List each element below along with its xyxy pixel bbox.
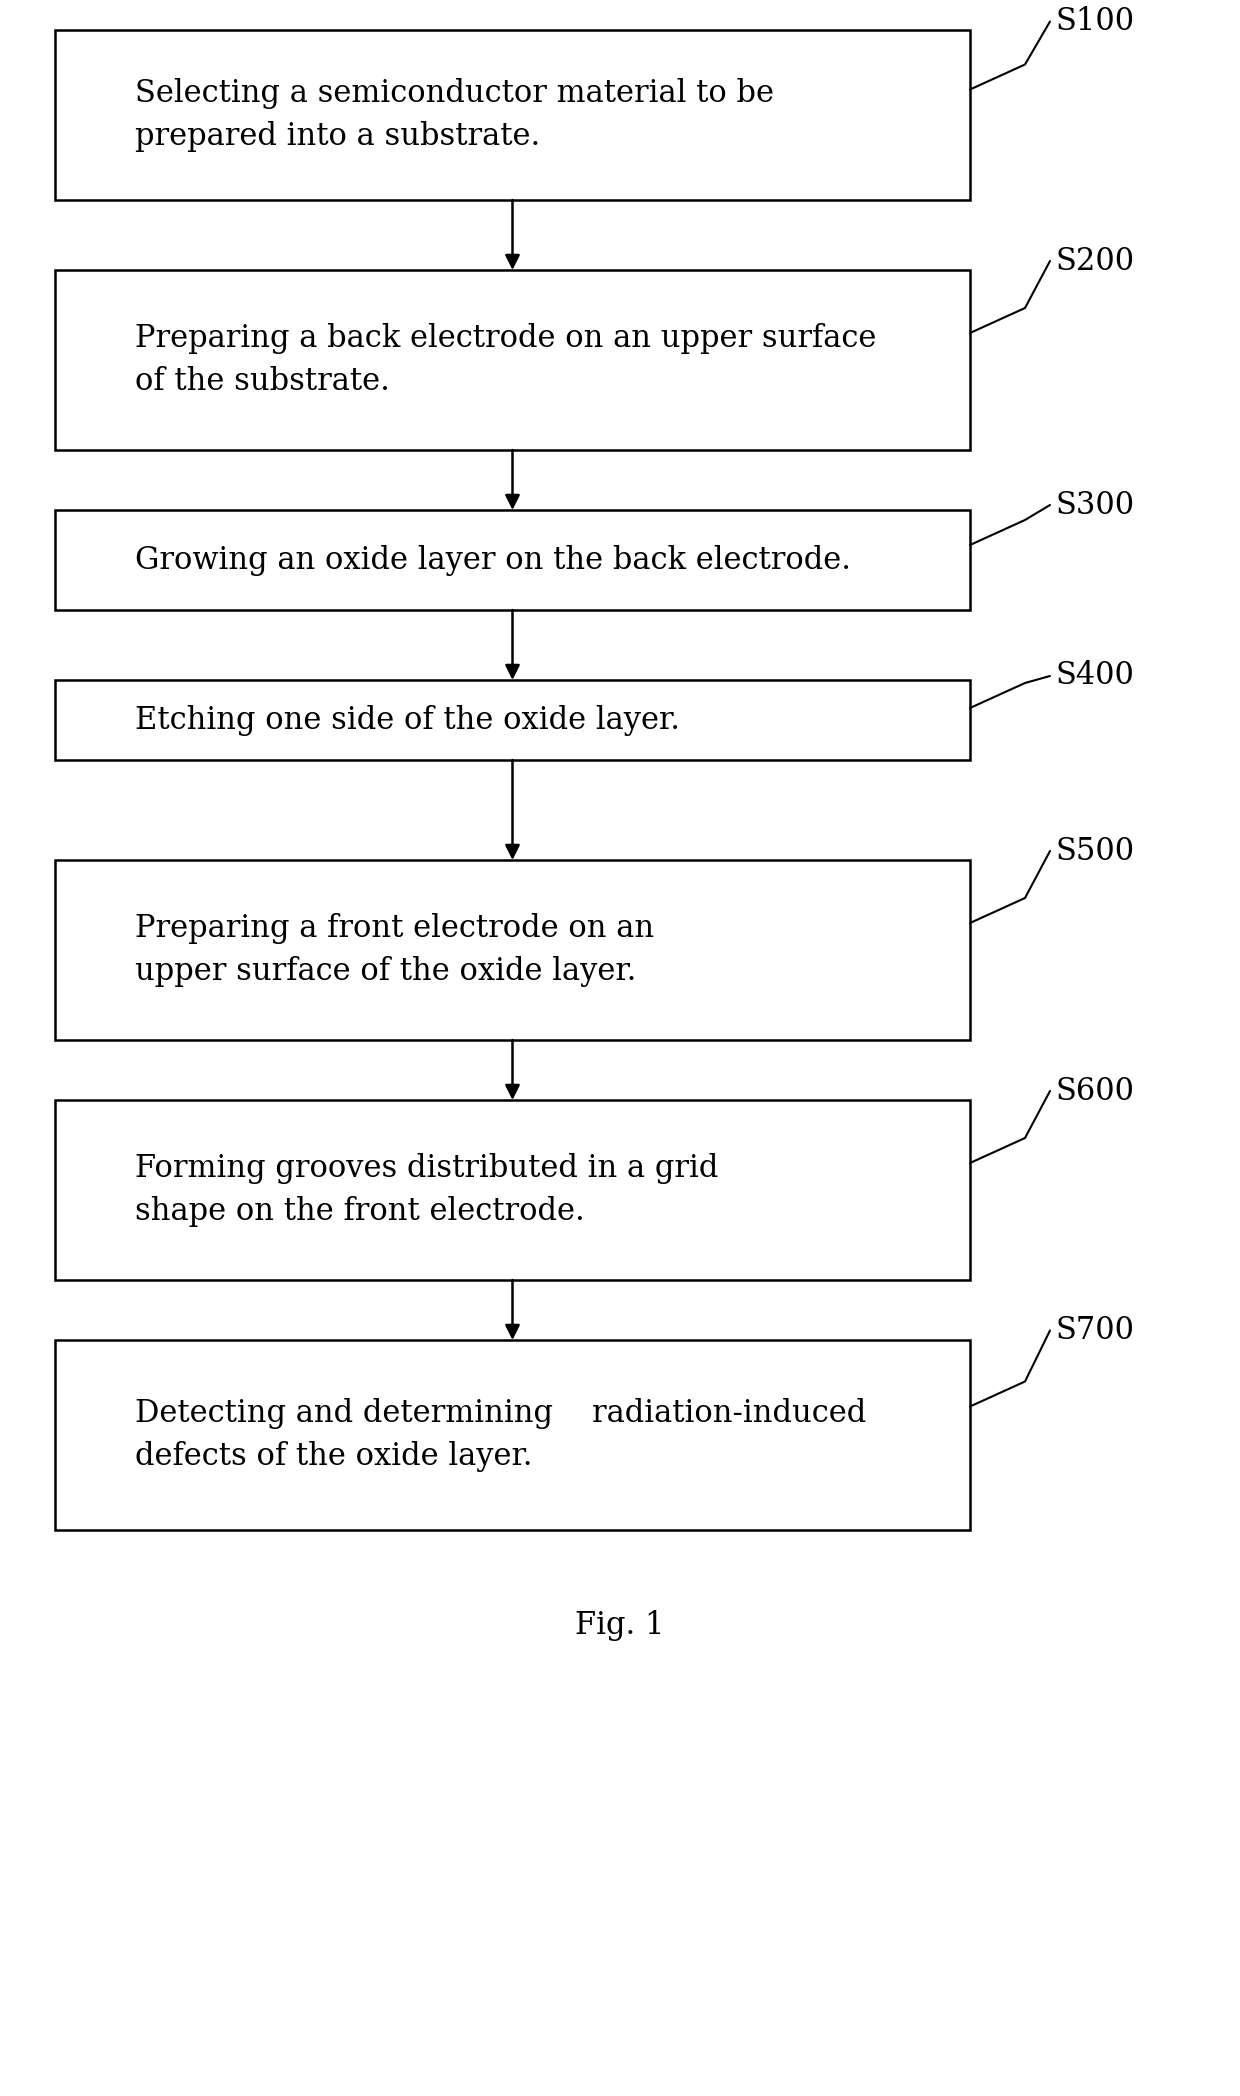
Text: Preparing a front electrode on an
upper surface of the oxide layer.: Preparing a front electrode on an upper … xyxy=(135,914,655,987)
Text: Etching one side of the oxide layer.: Etching one side of the oxide layer. xyxy=(135,704,680,736)
Bar xyxy=(55,859,970,1040)
Text: Preparing a back electrode on an upper surface
of the substrate.: Preparing a back electrode on an upper s… xyxy=(135,323,877,396)
Bar xyxy=(55,270,970,451)
Text: Forming grooves distributed in a grid
shape on the front electrode.: Forming grooves distributed in a grid sh… xyxy=(135,1153,718,1226)
Bar xyxy=(55,509,970,610)
Text: Selecting a semiconductor material to be
prepared into a substrate.: Selecting a semiconductor material to be… xyxy=(135,78,774,153)
Text: S200: S200 xyxy=(1055,245,1135,277)
Text: Fig. 1: Fig. 1 xyxy=(575,1610,665,1641)
Text: S100: S100 xyxy=(1055,6,1135,38)
Bar xyxy=(55,29,970,199)
Text: S500: S500 xyxy=(1055,836,1135,866)
Bar xyxy=(55,1100,970,1281)
Text: Growing an oxide layer on the back electrode.: Growing an oxide layer on the back elect… xyxy=(135,545,851,576)
Text: S400: S400 xyxy=(1055,660,1133,692)
Text: S700: S700 xyxy=(1055,1314,1135,1346)
Text: S600: S600 xyxy=(1055,1075,1135,1107)
Text: S300: S300 xyxy=(1055,490,1135,520)
Bar xyxy=(55,679,970,761)
Bar xyxy=(55,1339,970,1530)
Text: Detecting and determining    radiation-induced
defects of the oxide layer.: Detecting and determining radiation-indu… xyxy=(135,1398,867,1471)
